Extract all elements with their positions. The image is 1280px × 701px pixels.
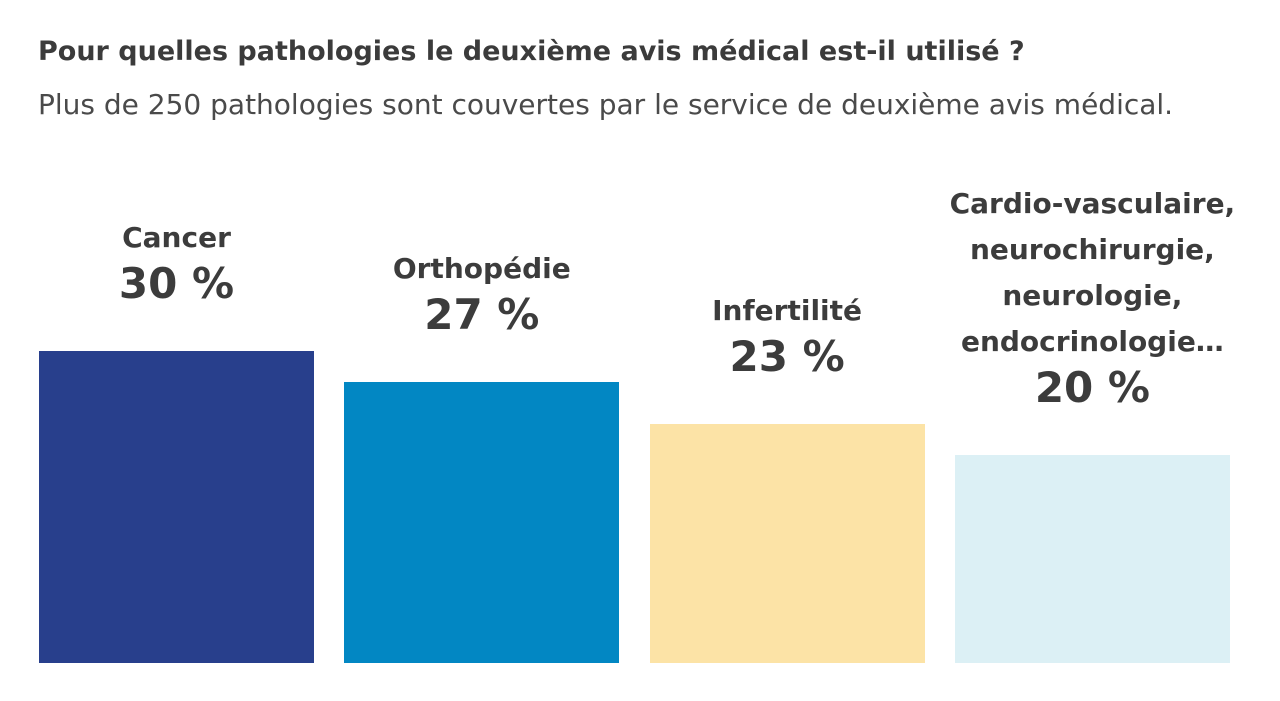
value-label-4: 20 %: [1034, 363, 1150, 412]
value-label-3: 23 %: [729, 331, 845, 381]
bar-4: [954, 455, 1230, 663]
category-label-line: neurochirurgie,: [969, 233, 1215, 266]
category-label-line: Cardio-vasculaire,: [949, 187, 1236, 220]
category-label-line: Cancer: [122, 221, 231, 254]
bar-2: [344, 382, 620, 663]
bar-3: [649, 423, 925, 663]
category-label-4: Cardio-vasculaire, neurochirurgie, neurolo…: [925, 181, 1260, 365]
category-label-line: neurologie,: [1002, 279, 1183, 312]
category-label-1: Cancer: [9, 215, 344, 261]
bar-1: [39, 351, 314, 663]
category-label-2: Orthopédie: [314, 246, 649, 292]
chart-title: Pour quelles pathologies le deuxième avi…: [38, 36, 1025, 67]
value-label-2: 27 %: [424, 290, 540, 340]
category-label-line: Infertilité: [712, 293, 863, 327]
chart-subtitle: Plus de 250 pathologies sont couvertes p…: [38, 88, 1174, 121]
value-label-1: 30 %: [118, 259, 235, 308]
category-label-line: Orthopédie: [392, 252, 571, 286]
category-label-line: endocrinologie…: [960, 325, 1224, 358]
category-label-3: Infertilité: [620, 288, 955, 334]
